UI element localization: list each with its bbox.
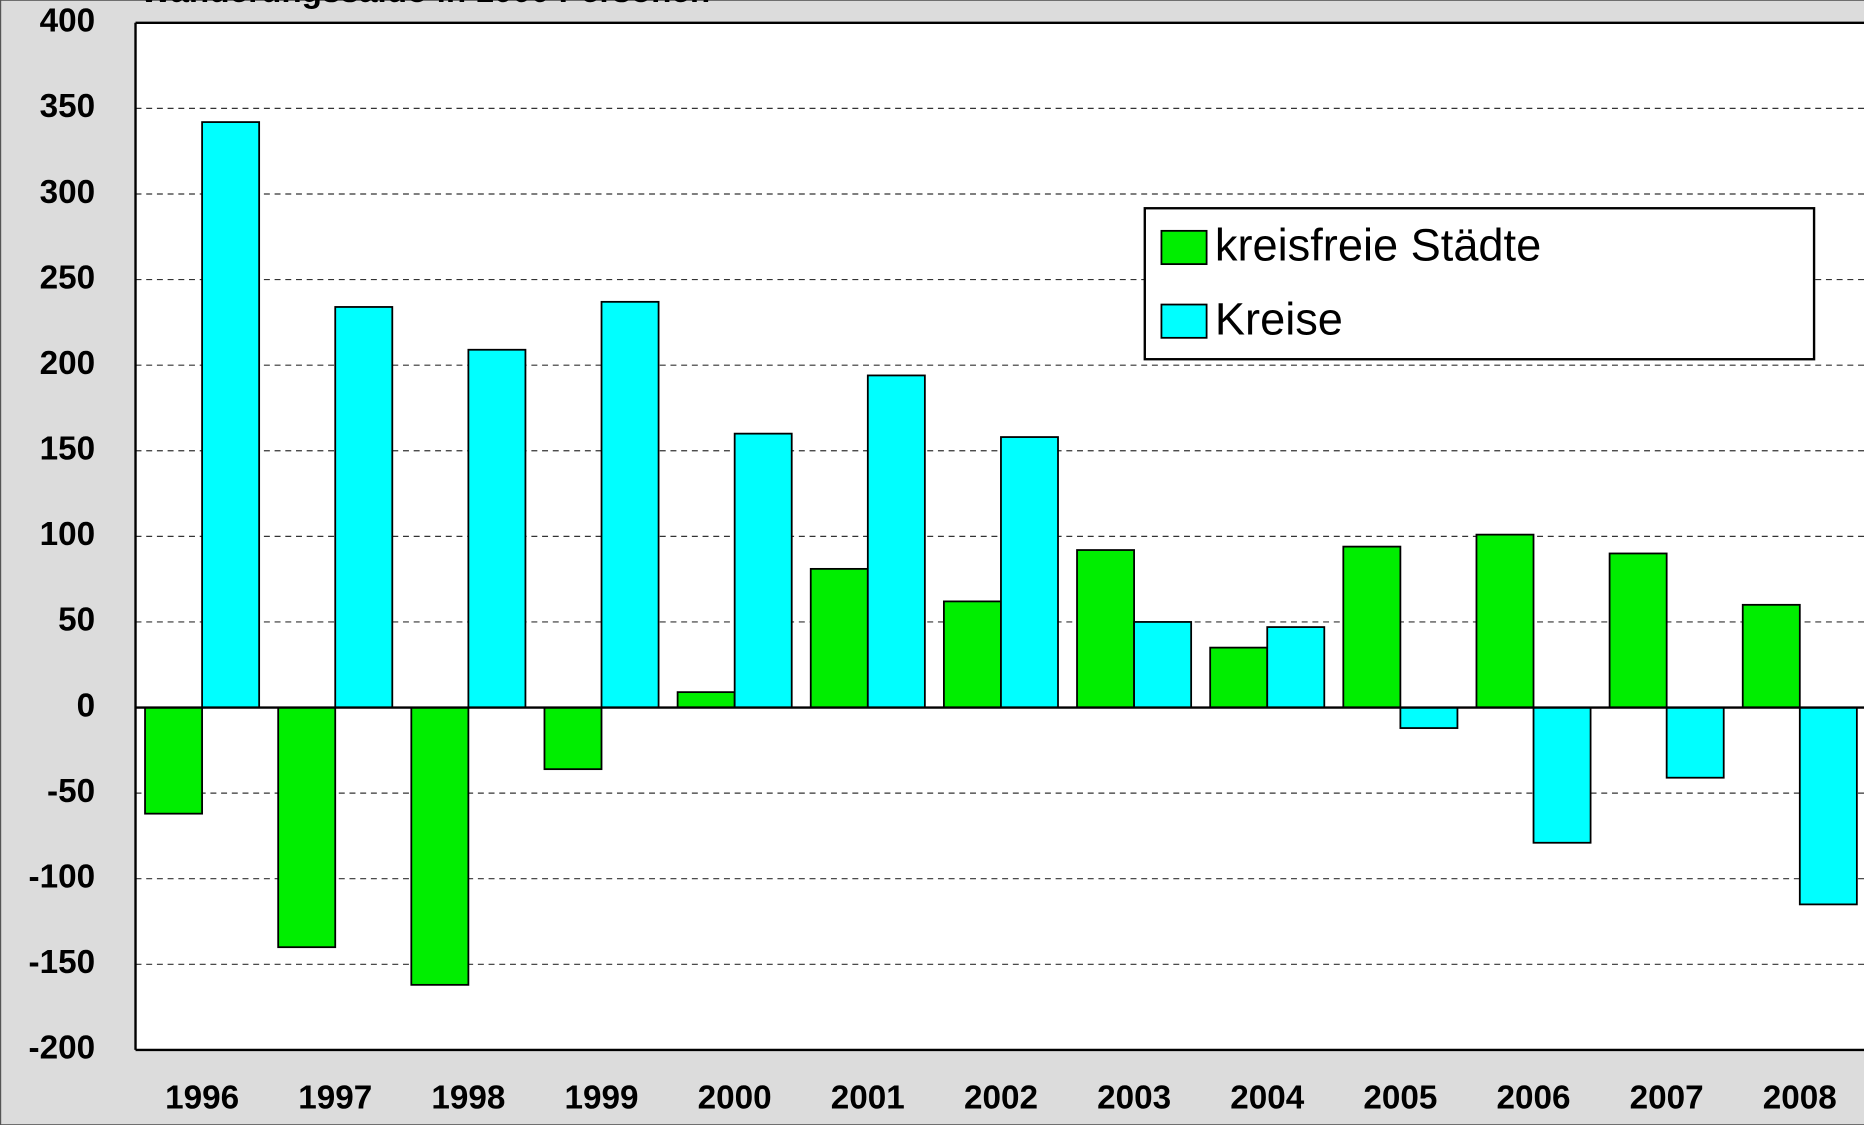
- x-tick-label: 1996: [165, 1080, 239, 1117]
- bar: [1342, 545, 1402, 709]
- bar: [733, 432, 793, 709]
- x-tick-label: 2003: [1097, 1080, 1171, 1117]
- y-tick-label: -100: [29, 859, 96, 896]
- bar: [1665, 706, 1725, 779]
- x-tick-label: 1998: [431, 1080, 505, 1117]
- bar: [1209, 646, 1269, 709]
- bar: [334, 306, 394, 709]
- x-tick-label: 1997: [298, 1080, 372, 1117]
- y-tick-label: 250: [40, 259, 96, 296]
- bar: [1532, 706, 1592, 844]
- bar: [809, 567, 869, 709]
- legend-box: [1143, 207, 1816, 361]
- bar: [1741, 603, 1801, 709]
- x-tick-label: 2002: [964, 1080, 1038, 1117]
- bar: [543, 706, 603, 771]
- bar: [1076, 549, 1135, 709]
- bar: [144, 706, 203, 815]
- y-tick-label: 350: [40, 88, 96, 125]
- x-tick-label: 2000: [698, 1080, 772, 1117]
- bar: [866, 374, 926, 709]
- y-tick-label: 100: [40, 516, 96, 553]
- y-tick-label: 400: [40, 3, 96, 40]
- bar: [1399, 706, 1459, 729]
- legend-swatch: [1160, 303, 1208, 339]
- bar: [410, 706, 470, 986]
- bar: [1798, 706, 1858, 906]
- x-tick-label: 2005: [1363, 1080, 1437, 1117]
- bar: [1133, 621, 1193, 709]
- bar: [676, 691, 736, 709]
- bar: [277, 706, 337, 949]
- legend-label: kreisfreie Städte: [1215, 220, 1541, 271]
- bar: [1266, 626, 1326, 709]
- bar: [201, 121, 261, 709]
- bar: [1475, 533, 1535, 709]
- y-tick-label: 300: [40, 174, 96, 211]
- y-tick-label: 50: [58, 602, 95, 639]
- x-tick-label: 2004: [1230, 1080, 1305, 1117]
- chart-title: Wanderungssaldo in 1000 Personen: [140, 0, 710, 10]
- bar: [1000, 436, 1059, 709]
- y-tick-label: -200: [29, 1030, 96, 1067]
- bar: [1608, 552, 1668, 709]
- y-tick-label: -50: [47, 773, 95, 810]
- legend-label: Kreise: [1215, 293, 1343, 344]
- x-tick-label: 1999: [565, 1080, 639, 1117]
- legend-swatch: [1160, 229, 1208, 266]
- x-tick-label: 2001: [831, 1080, 905, 1117]
- bar: [467, 348, 527, 709]
- x-tick-label: 2006: [1497, 1080, 1571, 1117]
- y-tick-label: 150: [40, 431, 96, 468]
- x-tick-label: 2008: [1763, 1080, 1837, 1117]
- x-tick-label: 2007: [1630, 1080, 1704, 1117]
- y-tick-label: 0: [77, 687, 96, 724]
- bar: [942, 600, 1002, 709]
- y-tick-label: -150: [29, 944, 96, 981]
- y-tick-label: 200: [40, 345, 96, 382]
- bar: [600, 300, 660, 709]
